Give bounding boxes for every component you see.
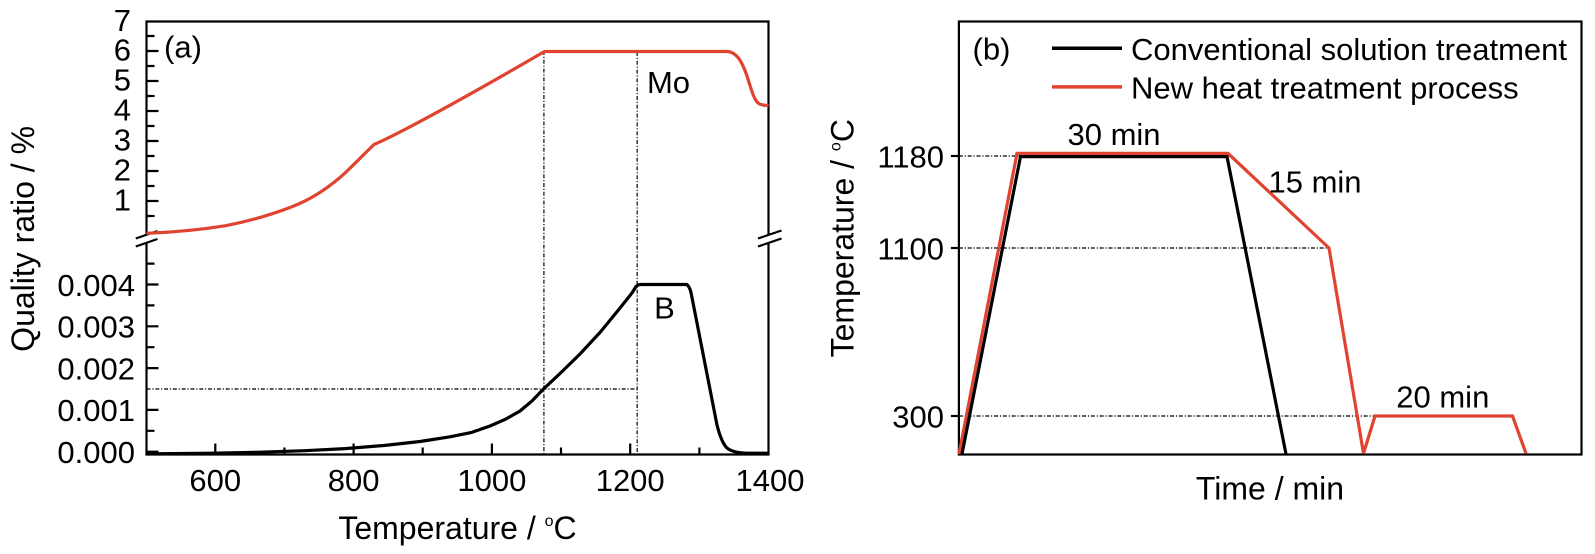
svg-text:(a): (a) (164, 30, 202, 65)
svg-text:800: 800 (328, 463, 380, 498)
svg-text:1400: 1400 (736, 463, 805, 498)
svg-text:New heat treatment process: New heat treatment process (1131, 70, 1519, 105)
svg-text:2: 2 (114, 152, 131, 187)
svg-text:Temperature / oC: Temperature / oC (338, 510, 576, 546)
svg-text:5: 5 (114, 62, 131, 97)
svg-text:15 min: 15 min (1268, 164, 1361, 199)
svg-text:0.004: 0.004 (57, 268, 135, 303)
svg-text:1180: 1180 (877, 139, 944, 174)
svg-text:0.003: 0.003 (57, 310, 135, 345)
svg-text:6: 6 (114, 32, 131, 67)
svg-text:Quality ratio / %: Quality ratio / % (5, 126, 41, 352)
svg-text:300: 300 (892, 399, 944, 434)
svg-text:Conventional solution treatmen: Conventional solution treatment (1131, 32, 1567, 67)
svg-text:0.000: 0.000 (57, 435, 135, 470)
svg-text:(b): (b) (973, 32, 1011, 67)
svg-text:Time / min: Time / min (1196, 471, 1344, 507)
svg-text:1000: 1000 (457, 463, 526, 498)
svg-text:7: 7 (114, 3, 131, 38)
svg-text:30 min: 30 min (1067, 117, 1160, 152)
svg-text:0.002: 0.002 (57, 351, 135, 386)
svg-text:Temperature / oC: Temperature / oC (824, 119, 860, 357)
svg-text:3: 3 (114, 122, 131, 157)
svg-text:4: 4 (114, 92, 131, 127)
svg-text:B: B (654, 291, 675, 326)
svg-text:0.001: 0.001 (57, 393, 135, 428)
svg-text:1100: 1100 (877, 231, 944, 266)
svg-text:Mo: Mo (647, 65, 690, 100)
svg-text:600: 600 (189, 463, 241, 498)
svg-text:1200: 1200 (596, 463, 665, 498)
svg-text:20 min: 20 min (1396, 379, 1489, 414)
svg-text:1: 1 (114, 182, 131, 217)
